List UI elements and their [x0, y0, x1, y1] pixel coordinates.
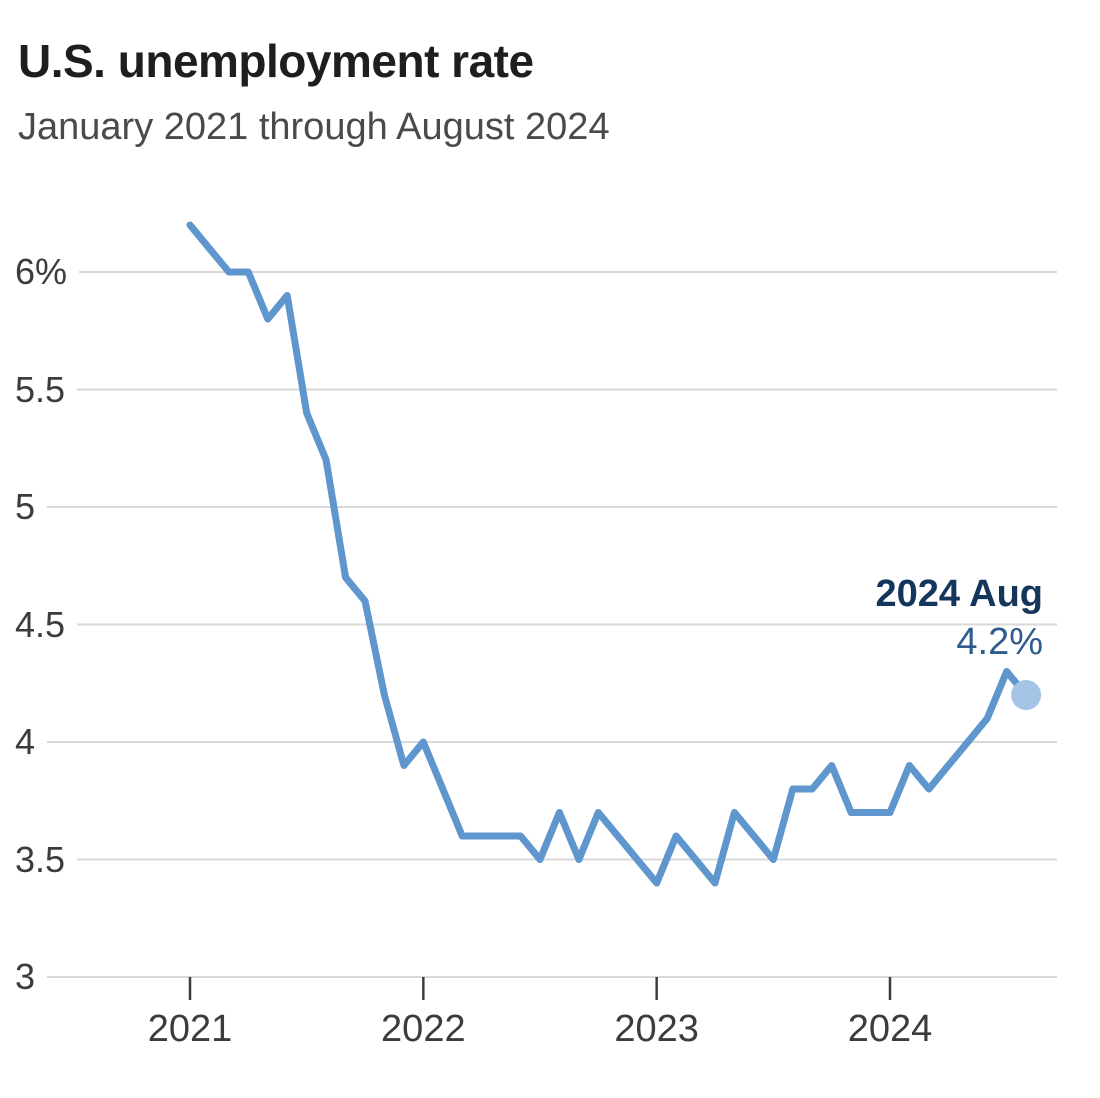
chart-subtitle: January 2021 through August 2024: [18, 106, 610, 148]
y-axis-label-5.5: 5.5: [15, 365, 78, 414]
y-axis-label-4: 4: [15, 718, 48, 766]
endpoint-dot: [1011, 680, 1042, 710]
y-axis-label-4.5: 4.5: [15, 600, 78, 649]
y-axis-label-3: 3: [15, 953, 48, 1001]
annotation-date: 2024 Aug: [875, 573, 1043, 615]
y-axis-label-3.5: 3.5: [15, 835, 78, 884]
annotation-value: 4.2%: [956, 621, 1043, 663]
x-axis-label-2021: 2021: [147, 1008, 233, 1050]
x-axis-label-2023: 2023: [614, 1008, 699, 1050]
y-axis-label-5: 5: [15, 483, 48, 531]
x-axis-label-2024: 2024: [847, 1008, 933, 1050]
unemployment-line: [186, 221, 1030, 887]
x-axis-label-2022: 2022: [381, 1008, 466, 1050]
y-axis-label-6%: 6%: [15, 248, 80, 296]
chart-title: U.S. unemployment rate: [18, 35, 534, 87]
endpoint-annotation: 2024 Aug 4.2%: [875, 570, 1043, 666]
